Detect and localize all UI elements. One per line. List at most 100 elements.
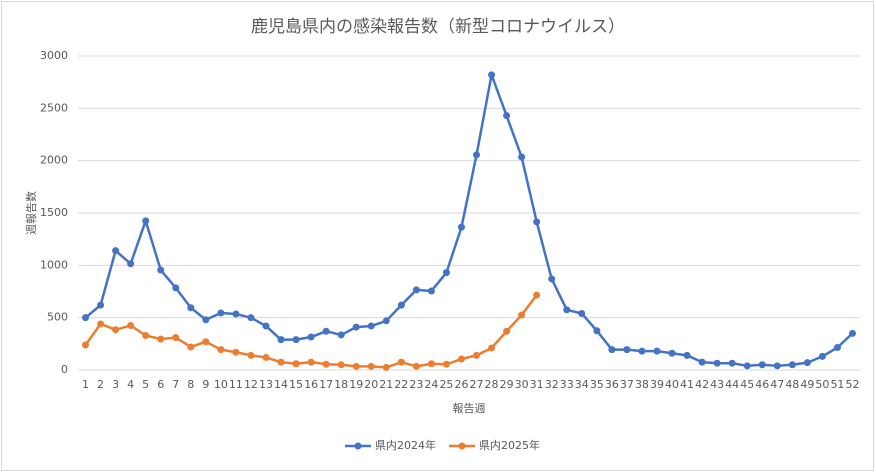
y-tick-label: 2000 bbox=[40, 154, 68, 167]
x-tick-label: 15 bbox=[289, 378, 303, 391]
data-point bbox=[457, 223, 465, 231]
data-point bbox=[157, 266, 165, 274]
x-tick-label: 18 bbox=[334, 378, 348, 391]
data-point bbox=[337, 361, 345, 369]
data-point bbox=[337, 331, 345, 339]
data-point bbox=[743, 362, 751, 370]
data-point bbox=[488, 344, 496, 352]
data-point bbox=[533, 291, 541, 299]
data-point bbox=[142, 217, 150, 225]
x-tick-label: 28 bbox=[485, 378, 499, 391]
x-tick-label: 49 bbox=[800, 378, 814, 391]
data-point bbox=[307, 333, 315, 341]
y-axis-label: 週報告数 bbox=[25, 191, 38, 235]
data-point bbox=[82, 341, 90, 349]
legend-marker bbox=[458, 442, 466, 450]
data-point bbox=[232, 310, 240, 318]
data-point bbox=[202, 316, 210, 324]
x-tick-label: 22 bbox=[394, 378, 408, 391]
x-tick-label: 38 bbox=[635, 378, 649, 391]
data-point bbox=[172, 284, 180, 292]
x-tick-label: 13 bbox=[259, 378, 273, 391]
data-point bbox=[698, 358, 706, 366]
data-point bbox=[442, 269, 450, 277]
data-point bbox=[488, 71, 496, 79]
data-point bbox=[322, 327, 330, 335]
x-tick-label: 46 bbox=[755, 378, 769, 391]
x-tick-label: 16 bbox=[304, 378, 318, 391]
legend-marker bbox=[354, 442, 362, 450]
data-point bbox=[758, 361, 766, 369]
x-tick-label: 12 bbox=[244, 378, 258, 391]
x-tick-label: 10 bbox=[214, 378, 228, 391]
data-point bbox=[818, 352, 826, 360]
x-tick-label: 33 bbox=[560, 378, 574, 391]
data-point bbox=[262, 322, 270, 330]
data-point bbox=[608, 346, 616, 354]
data-point bbox=[352, 362, 360, 370]
data-point bbox=[473, 351, 481, 359]
data-point bbox=[397, 358, 405, 366]
x-tick-label: 21 bbox=[379, 378, 393, 391]
x-tick-label: 27 bbox=[470, 378, 484, 391]
data-point bbox=[412, 362, 420, 370]
x-tick-label: 26 bbox=[454, 378, 468, 391]
data-point bbox=[112, 326, 120, 334]
x-tick-label: 41 bbox=[680, 378, 694, 391]
x-tick-label: 24 bbox=[424, 378, 438, 391]
data-point bbox=[653, 347, 661, 355]
x-tick-label: 1 bbox=[82, 378, 89, 391]
y-tick-label: 2500 bbox=[40, 101, 68, 114]
x-tick-label: 23 bbox=[409, 378, 423, 391]
data-point bbox=[112, 247, 120, 255]
data-point bbox=[412, 286, 420, 294]
x-tick-label: 19 bbox=[349, 378, 363, 391]
data-point bbox=[442, 360, 450, 368]
x-tick-label: 31 bbox=[530, 378, 544, 391]
chart-title: 鹿児島県内の感染報告数（新型コロナウイルス） bbox=[251, 17, 625, 37]
x-tick-label: 30 bbox=[515, 378, 529, 391]
data-point bbox=[382, 317, 390, 325]
data-point bbox=[668, 349, 676, 357]
data-point bbox=[82, 314, 90, 322]
data-point bbox=[232, 348, 240, 356]
x-tick-label: 51 bbox=[830, 378, 844, 391]
x-tick-label: 7 bbox=[172, 378, 179, 391]
data-point bbox=[457, 355, 465, 363]
x-tick-label: 9 bbox=[202, 378, 209, 391]
x-tick-label: 44 bbox=[725, 378, 739, 391]
data-point bbox=[563, 306, 571, 314]
data-point bbox=[97, 301, 105, 309]
legend-label: 県内2024年 bbox=[375, 438, 436, 452]
x-tick-label: 42 bbox=[695, 378, 709, 391]
data-point bbox=[773, 362, 781, 370]
x-tick-label: 14 bbox=[274, 378, 288, 391]
data-point bbox=[307, 358, 315, 366]
data-point bbox=[247, 314, 255, 322]
data-point bbox=[788, 361, 796, 369]
x-tick-label: 47 bbox=[770, 378, 784, 391]
x-tick-label: 2 bbox=[97, 378, 104, 391]
x-tick-label: 25 bbox=[439, 378, 453, 391]
x-tick-label: 35 bbox=[590, 378, 604, 391]
data-point bbox=[322, 360, 330, 368]
data-point bbox=[367, 362, 375, 370]
data-point bbox=[803, 359, 811, 367]
data-point bbox=[217, 346, 225, 354]
data-point bbox=[202, 338, 210, 346]
x-tick-label: 37 bbox=[620, 378, 634, 391]
data-point bbox=[352, 323, 360, 331]
y-tick-label: 3000 bbox=[40, 49, 68, 62]
data-point bbox=[187, 343, 195, 351]
data-point bbox=[172, 334, 180, 342]
x-tick-label: 36 bbox=[605, 378, 619, 391]
x-tick-label: 50 bbox=[815, 378, 829, 391]
x-tick-label: 48 bbox=[785, 378, 799, 391]
x-tick-label: 20 bbox=[364, 378, 378, 391]
data-point bbox=[548, 275, 556, 283]
data-point bbox=[623, 346, 631, 354]
x-tick-label: 11 bbox=[229, 378, 243, 391]
data-point bbox=[593, 327, 601, 335]
x-tick-label: 39 bbox=[650, 378, 664, 391]
